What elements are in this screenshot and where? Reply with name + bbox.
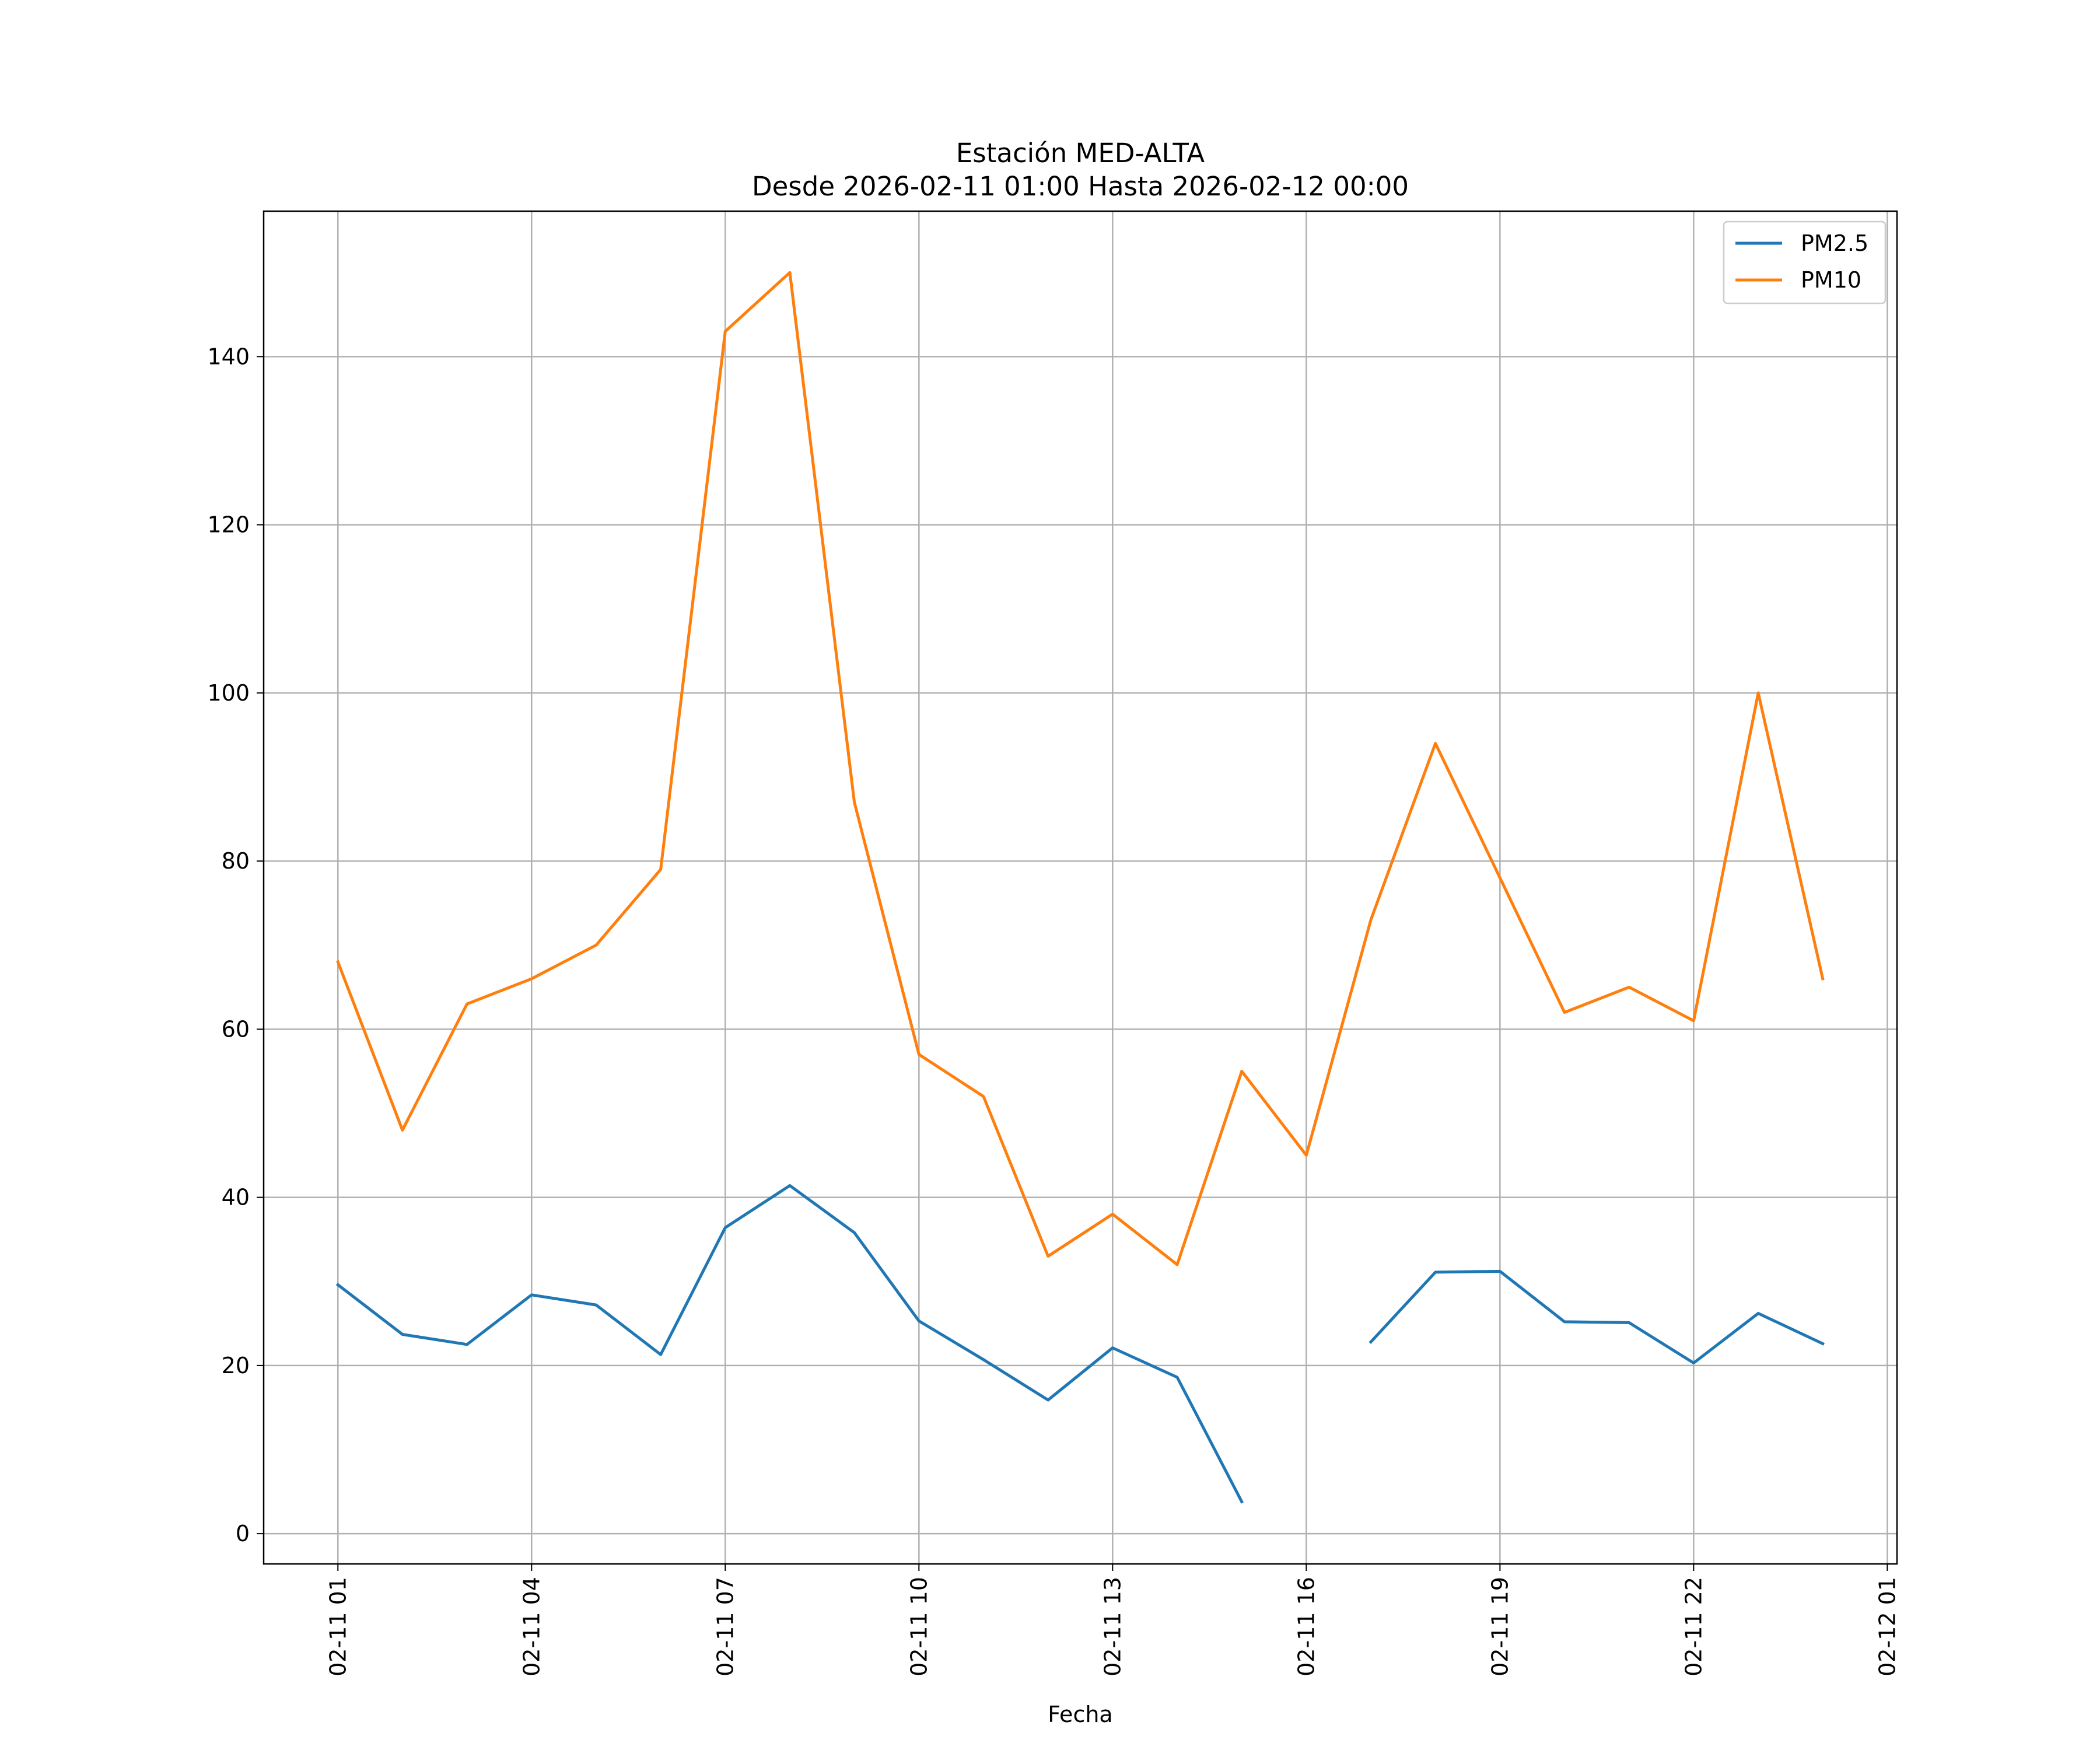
x-tick-label: 02-11 19	[1487, 1577, 1513, 1676]
series-lines	[335, 271, 1825, 1504]
x-tick-label: 02-11 01	[325, 1577, 351, 1676]
series-line-pm10	[336, 271, 1825, 1266]
y-tick-label: 80	[222, 848, 250, 874]
x-tick-label: 02-11 13	[1100, 1577, 1125, 1676]
y-tick-label: 100	[207, 680, 250, 706]
axis-ticks: 02-11 01 02-11 04 02-11 07 02-11 10 02-11 13…	[207, 344, 1900, 1676]
x-tick-label: 02-12 01	[1874, 1577, 1900, 1676]
legend-label-pm10: PM10	[1801, 267, 1861, 293]
y-tick-label: 0	[236, 1521, 250, 1546]
x-tick-label: 02-11 10	[906, 1577, 932, 1676]
y-tick-label: 40	[222, 1185, 250, 1210]
y-tick-label: 140	[207, 344, 250, 369]
legend-label-pm25: PM2.5	[1801, 230, 1868, 256]
series-line-pm25	[335, 1184, 1825, 1504]
chart-title: Estación MED-ALTA	[956, 138, 1205, 169]
grid	[264, 211, 1897, 1564]
x-tick-label: 02-11 16	[1293, 1577, 1319, 1676]
y-tick-label: 60	[222, 1016, 250, 1042]
legend: PM2.5 PM10	[1723, 220, 1887, 304]
y-tick-label: 120	[207, 512, 250, 538]
x-tick-label: 02-11 04	[519, 1577, 544, 1676]
chart-subtitle: Desde 2026-02-11 01:00 Hasta 2026-02-12 …	[752, 171, 1409, 202]
plot-frame	[262, 210, 1898, 1565]
x-axis-label: Fecha	[1048, 1702, 1112, 1727]
y-tick-label: 20	[222, 1353, 250, 1378]
x-tick-label: 02-11 22	[1681, 1577, 1706, 1676]
x-tick-label: 02-11 07	[712, 1577, 738, 1676]
